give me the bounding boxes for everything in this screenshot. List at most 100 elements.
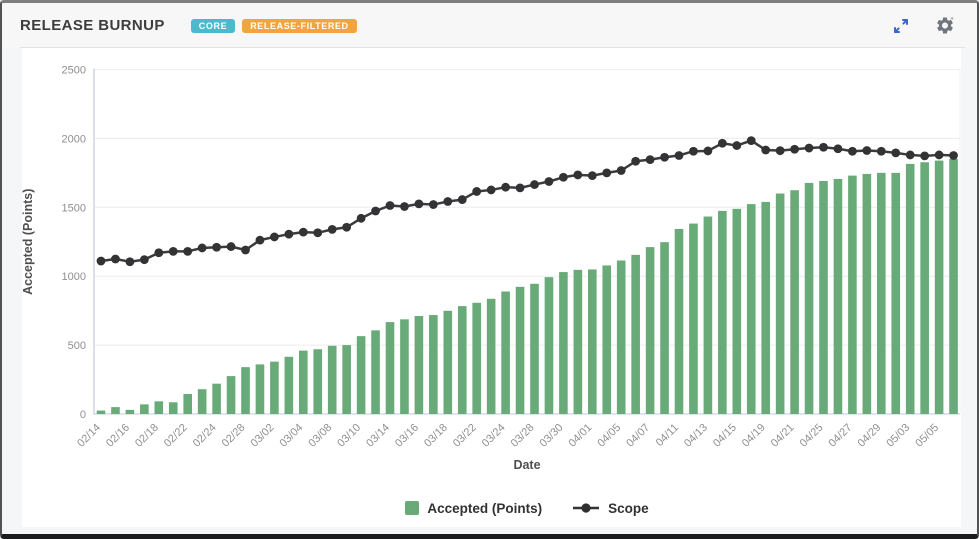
scope-point[interactable] [486, 185, 496, 195]
accepted-bar[interactable] [530, 283, 539, 414]
scope-point[interactable] [949, 151, 958, 160]
scope-point[interactable] [891, 148, 901, 158]
accepted-bar[interactable] [327, 345, 337, 414]
accepted-bar[interactable] [183, 394, 192, 414]
scope-point[interactable] [746, 136, 756, 146]
scope-point[interactable] [385, 201, 395, 210]
accepted-bar[interactable] [501, 291, 510, 414]
scope-point[interactable] [139, 255, 149, 265]
scope-point[interactable] [241, 245, 250, 255]
accepted-bar[interactable] [313, 349, 323, 414]
accepted-bar[interactable] [255, 364, 265, 414]
scope-point[interactable] [862, 146, 872, 155]
accepted-bar[interactable] [212, 383, 221, 414]
accepted-bar[interactable] [241, 367, 250, 414]
scope-point[interactable] [342, 222, 352, 232]
accepted-bar[interactable] [862, 173, 872, 414]
accepted-bar[interactable] [645, 247, 655, 414]
scope-point[interactable] [515, 183, 525, 193]
accepted-bar[interactable] [790, 190, 799, 414]
accepted-bar[interactable] [385, 322, 395, 414]
accepted-bar[interactable] [342, 345, 351, 414]
legend-item-accepted[interactable]: Accepted (Points) [405, 501, 542, 516]
scope-point[interactable] [313, 228, 323, 238]
scope-point[interactable] [905, 150, 915, 160]
accepted-bar[interactable] [920, 162, 929, 414]
accepted-bar[interactable] [284, 356, 294, 414]
scope-point[interactable] [631, 156, 641, 166]
scope-point[interactable] [717, 138, 727, 148]
accepted-bar[interactable] [804, 182, 814, 414]
accepted-bar[interactable] [96, 410, 106, 414]
legend-item-scope[interactable]: Scope [572, 501, 649, 516]
scope-point[interactable] [689, 146, 698, 156]
scope-point[interactable] [298, 227, 308, 237]
scope-point[interactable] [876, 146, 886, 156]
scope-point[interactable] [284, 229, 294, 239]
scope-point[interactable] [819, 142, 828, 152]
accepted-bar[interactable] [486, 298, 496, 414]
accepted-bar[interactable] [703, 216, 713, 414]
scope-point[interactable] [183, 246, 193, 256]
scope-point[interactable] [674, 151, 684, 160]
scope-point[interactable] [616, 166, 626, 175]
scope-point[interactable] [400, 202, 409, 211]
accepted-bar[interactable] [588, 269, 597, 414]
accepted-bar[interactable] [299, 350, 308, 414]
scope-point[interactable] [472, 187, 482, 196]
scope-point[interactable] [371, 206, 380, 216]
accepted-bar[interactable] [457, 306, 467, 414]
scope-point[interactable] [775, 146, 785, 156]
accepted-bar[interactable] [674, 228, 684, 414]
scope-point[interactable] [212, 242, 222, 252]
accepted-bar[interactable] [515, 286, 525, 414]
accepted-bar[interactable] [775, 193, 785, 414]
accepted-bar[interactable] [949, 158, 958, 414]
scope-point[interactable] [732, 141, 742, 150]
accepted-bar[interactable] [544, 277, 554, 414]
scope-point[interactable] [703, 146, 713, 156]
accepted-bar[interactable] [631, 254, 640, 414]
scope-point[interactable] [255, 235, 265, 245]
accepted-bar[interactable] [934, 160, 944, 414]
scope-point[interactable] [804, 143, 814, 153]
accepted-bar[interactable] [270, 361, 279, 414]
scope-point[interactable] [573, 170, 583, 180]
scope-point[interactable] [270, 232, 279, 242]
accepted-bar[interactable] [689, 223, 698, 414]
scope-point[interactable] [154, 248, 164, 258]
scope-point[interactable] [197, 243, 207, 253]
scope-point[interactable] [790, 144, 799, 154]
accepted-bar[interactable] [848, 175, 857, 414]
accepted-bar[interactable] [833, 178, 843, 414]
scope-point[interactable] [327, 224, 337, 234]
scope-point[interactable] [587, 171, 597, 181]
accepted-bar[interactable] [905, 163, 915, 414]
accepted-bar[interactable] [125, 409, 135, 414]
accepted-bar[interactable] [356, 336, 366, 414]
accepted-bar[interactable] [573, 269, 583, 414]
scope-point[interactable] [602, 168, 612, 178]
scope-point[interactable] [833, 144, 843, 154]
accepted-bar[interactable] [891, 172, 901, 414]
accepted-bar[interactable] [371, 330, 380, 414]
accepted-bar[interactable] [140, 404, 149, 414]
accepted-bar[interactable] [197, 389, 207, 414]
accepted-bar[interactable] [660, 242, 669, 414]
accepted-bar[interactable] [559, 272, 568, 414]
scope-point[interactable] [111, 254, 120, 264]
scope-point[interactable] [168, 246, 178, 256]
scope-point[interactable] [660, 152, 669, 162]
accepted-bar[interactable] [400, 319, 409, 414]
scope-point[interactable] [559, 172, 568, 182]
scope-point[interactable] [428, 200, 438, 209]
scope-point[interactable] [414, 199, 424, 209]
accepted-bar[interactable] [877, 172, 886, 414]
scope-point[interactable] [356, 213, 366, 223]
accepted-bar[interactable] [616, 260, 626, 414]
scope-point[interactable] [457, 195, 467, 204]
scope-point[interactable] [920, 151, 930, 161]
scope-point[interactable] [501, 182, 510, 192]
accepted-bar[interactable] [111, 407, 120, 414]
accepted-bar[interactable] [154, 401, 164, 414]
